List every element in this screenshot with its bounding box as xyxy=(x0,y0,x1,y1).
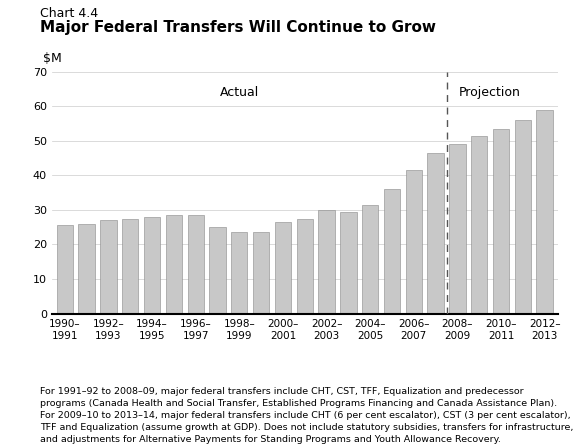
Bar xyxy=(536,110,553,314)
Bar xyxy=(449,144,466,314)
Bar xyxy=(100,220,117,314)
Bar xyxy=(231,233,247,314)
Bar xyxy=(493,129,509,314)
Bar xyxy=(471,136,488,314)
Text: Actual: Actual xyxy=(220,86,259,99)
Bar xyxy=(122,219,139,314)
Bar xyxy=(78,224,95,314)
Bar xyxy=(57,225,73,314)
Bar xyxy=(275,222,291,314)
Bar xyxy=(319,210,335,314)
Bar xyxy=(166,215,182,314)
Bar xyxy=(340,211,356,314)
Bar xyxy=(297,219,313,314)
Bar xyxy=(144,217,160,314)
Bar xyxy=(253,233,269,314)
Bar xyxy=(187,215,204,314)
Text: Chart 4.4: Chart 4.4 xyxy=(40,7,98,20)
Bar xyxy=(515,120,531,314)
Text: For 1991–92 to 2008–09, major federal transfers include CHT, CST, TFF, Equalizat: For 1991–92 to 2008–09, major federal tr… xyxy=(40,388,574,444)
Bar xyxy=(405,170,422,314)
Bar xyxy=(384,189,400,314)
Text: Major Federal Transfers Will Continue to Grow: Major Federal Transfers Will Continue to… xyxy=(40,20,436,35)
Bar xyxy=(427,153,444,314)
Bar xyxy=(362,205,378,314)
Text: Projection: Projection xyxy=(459,86,521,99)
Bar xyxy=(209,227,225,314)
Text: $M: $M xyxy=(43,52,62,65)
